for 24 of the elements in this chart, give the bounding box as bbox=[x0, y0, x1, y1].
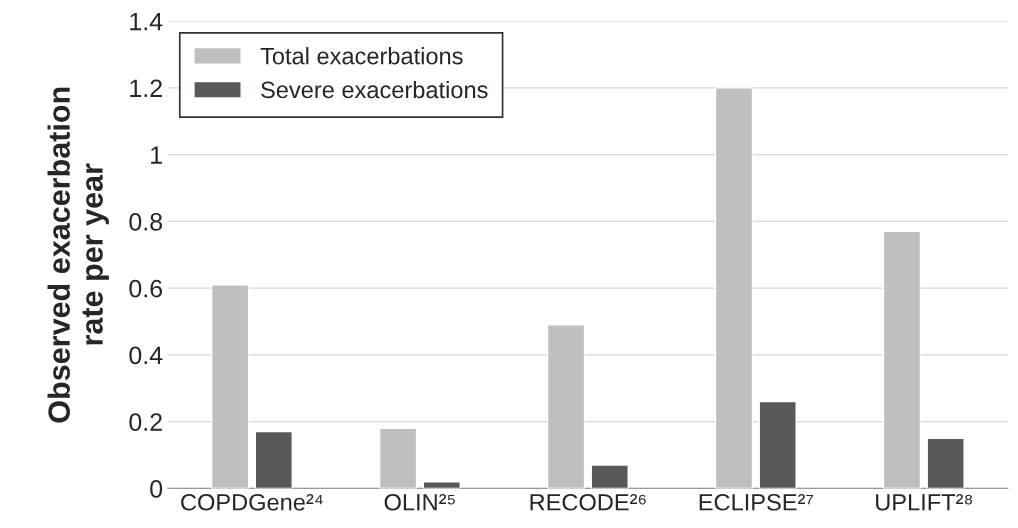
x-tick-label: OLIN²⁵ bbox=[384, 493, 455, 511]
bar bbox=[378, 427, 418, 489]
bar bbox=[714, 87, 754, 489]
y-tick-label: 1 bbox=[151, 146, 162, 164]
x-tick-label: COPDGene²⁴ bbox=[181, 493, 323, 511]
y-tick-label: 0.4 bbox=[129, 346, 163, 365]
legend-label: Total exacerbations bbox=[260, 47, 463, 65]
bar bbox=[590, 464, 629, 489]
bar bbox=[254, 430, 293, 489]
x-tick-label: RECODE²⁶ bbox=[530, 493, 646, 511]
legend-label: Severe exacerbations bbox=[261, 80, 488, 99]
y-tick-label: 0.8 bbox=[129, 212, 163, 231]
y-tick-label: 1.4 bbox=[130, 12, 163, 31]
x-tick-label: ECLIPSE²⁷ bbox=[699, 493, 813, 511]
x-tick-label: UPLIFT²⁸ bbox=[876, 493, 973, 511]
bar bbox=[210, 284, 250, 489]
y-tick-label: 0.6 bbox=[129, 279, 163, 298]
y-axis-title: Observed exacerbation rate per year bbox=[47, 87, 109, 423]
y-tick-label: 1.2 bbox=[130, 79, 162, 97]
y-tick-label: 0 bbox=[150, 480, 163, 498]
bar bbox=[422, 481, 461, 489]
y-tick-label: 0.2 bbox=[129, 413, 162, 431]
bar bbox=[546, 324, 586, 489]
bar bbox=[758, 400, 797, 489]
